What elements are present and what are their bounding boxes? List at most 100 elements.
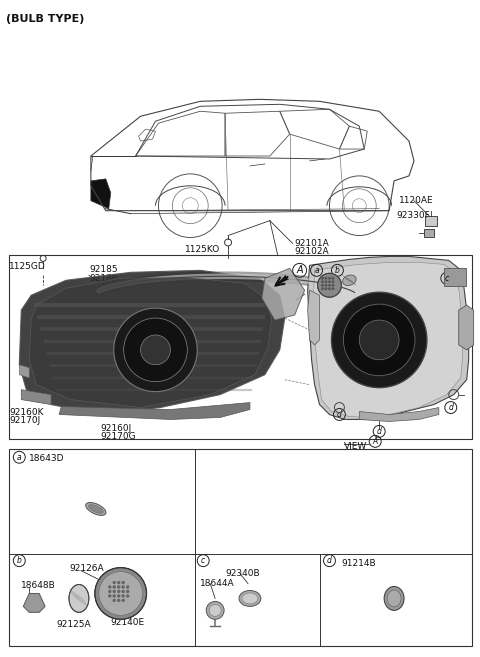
Text: 91214B: 91214B <box>341 558 376 568</box>
Circle shape <box>117 581 120 584</box>
Polygon shape <box>23 593 45 612</box>
Circle shape <box>108 585 111 589</box>
Text: a: a <box>17 453 22 462</box>
Text: c: c <box>444 274 449 283</box>
Polygon shape <box>308 256 468 419</box>
Text: A: A <box>372 437 378 446</box>
Circle shape <box>108 590 111 593</box>
Text: 92340B: 92340B <box>225 568 260 578</box>
Circle shape <box>124 318 187 382</box>
Polygon shape <box>262 268 305 320</box>
Circle shape <box>113 585 116 589</box>
Circle shape <box>99 572 143 616</box>
Ellipse shape <box>384 587 404 610</box>
Circle shape <box>209 604 221 616</box>
Ellipse shape <box>242 593 258 604</box>
Circle shape <box>117 595 120 597</box>
Ellipse shape <box>86 503 106 515</box>
Polygon shape <box>29 277 272 407</box>
Circle shape <box>343 304 415 376</box>
Circle shape <box>206 601 224 620</box>
Circle shape <box>328 284 331 286</box>
Text: 18643D: 18643D <box>29 454 65 463</box>
Bar <box>425 215 437 225</box>
Circle shape <box>321 284 324 286</box>
Ellipse shape <box>88 505 103 513</box>
Text: b: b <box>335 266 340 275</box>
Circle shape <box>113 581 116 584</box>
Text: A: A <box>296 265 303 275</box>
Circle shape <box>117 599 120 602</box>
Circle shape <box>332 288 334 290</box>
Text: 92160K: 92160K <box>9 407 44 417</box>
Bar <box>424 229 434 237</box>
Circle shape <box>332 281 334 283</box>
Text: 92131: 92131 <box>308 290 336 299</box>
Text: 92170G: 92170G <box>101 432 136 442</box>
Circle shape <box>325 277 327 279</box>
Polygon shape <box>19 270 285 415</box>
Circle shape <box>360 320 399 360</box>
Text: 92101A: 92101A <box>295 238 329 248</box>
Text: c: c <box>201 556 205 565</box>
Text: a: a <box>314 266 319 275</box>
Text: 1125KO: 1125KO <box>185 246 220 254</box>
Circle shape <box>113 599 116 602</box>
Circle shape <box>321 277 324 279</box>
Text: 1125GD: 1125GD <box>9 262 46 271</box>
Bar <box>9 449 472 646</box>
Circle shape <box>321 281 324 283</box>
Bar <box>444 268 466 286</box>
Text: 92125A: 92125A <box>56 620 91 629</box>
Circle shape <box>126 585 129 589</box>
Text: 92140E: 92140E <box>111 618 145 627</box>
Text: d: d <box>327 556 332 565</box>
Text: d: d <box>377 427 382 436</box>
Polygon shape <box>21 390 51 405</box>
Text: 92132D: 92132D <box>308 299 343 308</box>
Polygon shape <box>313 262 463 417</box>
Circle shape <box>126 590 129 593</box>
Circle shape <box>332 292 427 388</box>
Polygon shape <box>59 403 250 419</box>
Text: 92126A: 92126A <box>69 564 104 573</box>
Circle shape <box>321 288 324 290</box>
Polygon shape <box>19 365 29 378</box>
Text: 92330F: 92330F <box>396 211 430 219</box>
Circle shape <box>122 599 125 602</box>
Circle shape <box>95 568 146 620</box>
Circle shape <box>126 595 129 597</box>
Text: 92160J: 92160J <box>101 424 132 434</box>
Polygon shape <box>91 179 111 209</box>
Polygon shape <box>308 290 320 345</box>
Text: d: d <box>337 410 342 419</box>
Circle shape <box>114 308 197 392</box>
Circle shape <box>122 595 125 597</box>
Text: 1120AE: 1120AE <box>399 196 434 205</box>
Text: VIEW: VIEW <box>344 442 368 451</box>
Circle shape <box>328 281 331 283</box>
Text: 92170J: 92170J <box>9 417 41 426</box>
Circle shape <box>117 585 120 589</box>
Ellipse shape <box>239 591 261 606</box>
Polygon shape <box>459 305 474 350</box>
Ellipse shape <box>69 585 89 612</box>
Circle shape <box>113 595 116 597</box>
Circle shape <box>122 590 125 593</box>
Text: 92102A: 92102A <box>295 248 329 256</box>
Text: 92185: 92185 <box>89 265 118 275</box>
Circle shape <box>108 595 111 597</box>
Circle shape <box>141 335 170 365</box>
Text: b: b <box>17 556 22 565</box>
Text: 92186: 92186 <box>89 275 118 283</box>
Circle shape <box>122 585 125 589</box>
Text: 18648B: 18648B <box>21 581 56 589</box>
Polygon shape <box>360 407 439 421</box>
Circle shape <box>325 281 327 283</box>
Circle shape <box>318 273 341 297</box>
Text: (BULB TYPE): (BULB TYPE) <box>6 14 85 24</box>
Bar <box>9 256 472 440</box>
Circle shape <box>325 284 327 286</box>
Text: d: d <box>448 403 453 412</box>
Circle shape <box>325 288 327 290</box>
